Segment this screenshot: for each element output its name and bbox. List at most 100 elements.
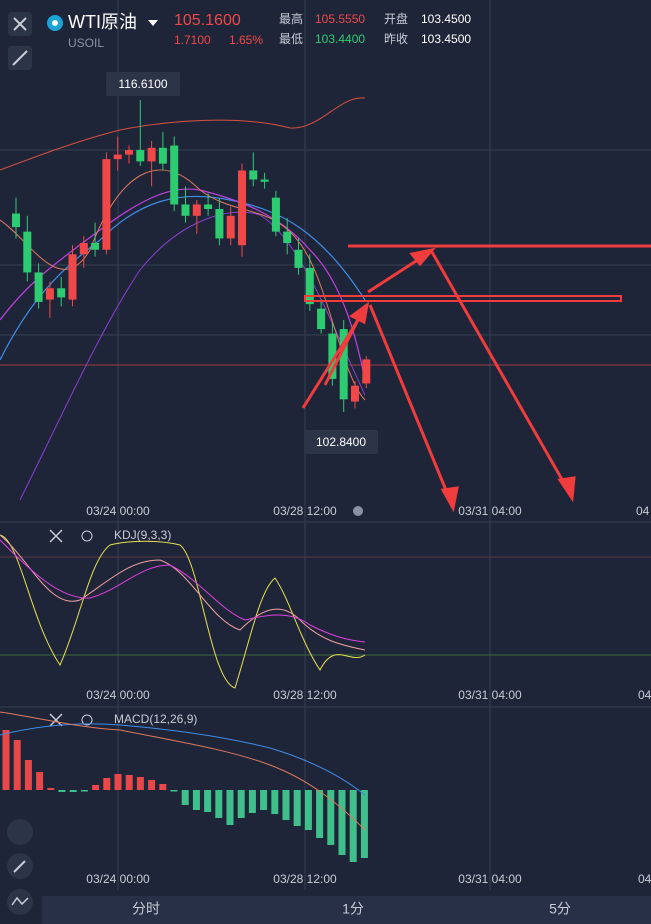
dropdown-arrow[interactable]: [148, 20, 158, 26]
tab[interactable]: 1分: [342, 901, 364, 917]
stat-value: 105.5550: [315, 12, 365, 26]
macd-dif: [0, 711, 366, 831]
pen-icon: [13, 860, 26, 873]
boll-upper: [0, 97, 366, 171]
macd-bar: [215, 790, 223, 818]
candles: [12, 100, 371, 412]
candle-body: [136, 150, 145, 162]
x-label: 03/28 12:00: [273, 872, 337, 886]
low-badge: [304, 430, 378, 454]
candle-body: [34, 272, 43, 302]
kdj-label: KDJ(9,3,3): [114, 528, 171, 542]
macd-bar: [237, 790, 245, 818]
ma-short: [0, 169, 366, 401]
stat-value: 103.4500: [421, 32, 471, 46]
candle-body: [91, 242, 100, 250]
kdj-d: [0, 539, 366, 643]
x-label: 03/24 00:00: [86, 688, 150, 702]
macd-bar: [103, 778, 111, 790]
logo-dot: [52, 20, 58, 26]
kdj-k: [0, 534, 366, 651]
macd-bar: [92, 785, 100, 790]
macd-bar: [170, 790, 178, 792]
macd-bar: [114, 774, 122, 790]
candle-body: [204, 204, 213, 209]
candle-body: [12, 213, 20, 228]
candle-body: [317, 308, 326, 330]
macd-bar: [80, 790, 88, 792]
macd-bar: [2, 730, 10, 790]
macd-bar: [304, 790, 312, 830]
kdj-j: [0, 534, 366, 689]
macd-label: MACD(12,26,9): [114, 712, 197, 726]
macd-bar: [69, 790, 77, 792]
candle-body: [215, 208, 224, 239]
candle-body: [125, 150, 133, 155]
stat-value: 103.4500: [421, 12, 471, 26]
x-label: 04: [636, 504, 650, 518]
close-icon: [13, 17, 27, 31]
candle-body: [305, 267, 314, 305]
macd-bar: [24, 760, 32, 790]
candle-body: [271, 197, 280, 232]
candle-body: [57, 288, 66, 298]
candle-body: [351, 385, 359, 402]
macd-bar: [248, 790, 256, 813]
indicator-icon: [11, 896, 29, 906]
x-label: 03/24 00:00: [86, 872, 150, 886]
candle-body: [328, 333, 337, 379]
stat-value: 103.4400: [315, 32, 365, 46]
high-badge: [106, 72, 180, 96]
x-label: 03/31 04:00: [458, 872, 522, 886]
macd-bar: [338, 790, 346, 855]
macd-bar: [136, 777, 144, 790]
candle-body: [113, 154, 122, 160]
macd-bar: [204, 790, 212, 812]
kdj-settings[interactable]: [81, 530, 93, 542]
macd-bar: [349, 790, 357, 862]
stat-label: 昨收: [384, 32, 408, 46]
candle-body: [362, 359, 371, 384]
macd-bar: [271, 790, 279, 814]
macd-bar: [226, 790, 234, 825]
x-label: 04: [638, 872, 651, 886]
drawings: [301, 244, 651, 513]
macd-bar: [360, 790, 368, 858]
candle-body: [339, 329, 348, 400]
low-label: 102.8400: [316, 435, 366, 449]
tool-candles[interactable]: [7, 819, 33, 845]
macd-bar: [47, 788, 55, 790]
candle-body: [249, 170, 258, 180]
macd-bar: [260, 790, 268, 810]
candle-body: [260, 179, 269, 182]
macd-bar: [36, 772, 44, 790]
candle-body: [238, 170, 246, 246]
x-label: 03/28 12:00: [273, 688, 337, 702]
candle-body: [170, 145, 179, 205]
boll-lower: [19, 211, 366, 501]
macd-settings[interactable]: [81, 714, 93, 726]
tab[interactable]: 分时: [132, 901, 160, 917]
x-label: 03/31 04:00: [458, 688, 522, 702]
scroll-dot[interactable]: [353, 506, 363, 516]
macd-bar: [148, 780, 156, 790]
macd-bar: [192, 790, 200, 810]
candle-body: [79, 242, 88, 255]
kdj-close[interactable]: [49, 529, 63, 543]
candle-body: [226, 215, 235, 239]
macd-dea: [0, 723, 366, 796]
macd-close[interactable]: [49, 713, 63, 727]
candle-body: [147, 147, 156, 162]
candle-body: [192, 204, 201, 216]
instrument-name[interactable]: WTI原油: [68, 12, 137, 32]
stat-label: 最低: [279, 32, 303, 46]
stat-label: 开盘: [384, 11, 408, 26]
macd-bar: [181, 790, 189, 805]
change-pct: 1.65%: [229, 33, 263, 47]
tab[interactable]: 5分: [549, 901, 571, 917]
candle-body: [102, 159, 111, 250]
boll-mid: [0, 195, 366, 361]
x-label: 04: [638, 688, 651, 702]
tab-bar: [42, 896, 651, 924]
symbol: USOIL: [68, 36, 104, 50]
